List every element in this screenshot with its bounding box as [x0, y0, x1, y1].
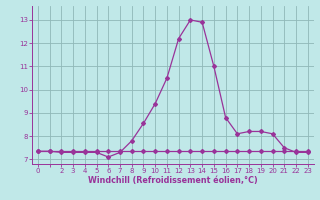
X-axis label: Windchill (Refroidissement éolien,°C): Windchill (Refroidissement éolien,°C)	[88, 176, 258, 185]
